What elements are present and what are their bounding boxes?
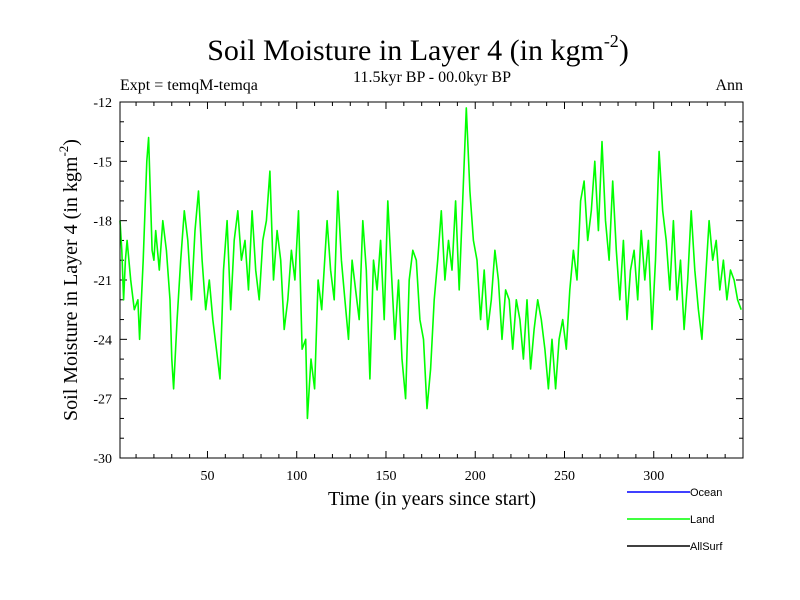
x-tick-label: 250 [554,469,575,484]
x-tick-label: 100 [286,469,307,484]
y-axis-label: Soil Moisture in Layer 4 (in kgm-2) [56,139,82,421]
x-tick-label: 150 [375,469,396,484]
period-label: Ann [715,77,743,94]
legend: Ocean Land AllSurf [627,487,723,553]
y-tick-label: -15 [93,155,112,170]
x-axis-label: Time (in years since start) [328,488,536,510]
y-tick-label: -18 [93,215,112,230]
series-line-land [119,107,742,420]
legend-label-allsurf: AllSurf [690,541,723,553]
x-tick-label: 200 [465,469,486,484]
y-tick-label: -24 [93,333,112,348]
chart-title: Soil Moisture in Layer 4 (in kgm-2) [207,31,629,67]
y-tick-label: -30 [93,452,112,467]
x-axis: 50 100 150 200 250 300 [135,102,726,484]
x-tick-label: 50 [200,469,214,484]
experiment-label: Expt = temqM-temqa [120,77,258,94]
series-layer [119,107,742,420]
legend-label-ocean: Ocean [690,487,722,499]
y-tick-label: -12 [93,96,112,111]
plot-frame [119,101,744,459]
y-tick-label: -21 [93,274,112,289]
x-tick-label: 300 [643,469,664,484]
time-range-subtitle: 11.5kyr BP - 00.0kyr BP [353,69,511,86]
y-axis: -12 -15 -18 -21 -24 -27 -30 [93,96,743,467]
y-tick-label: -27 [93,393,112,408]
legend-label-land: Land [690,514,714,526]
